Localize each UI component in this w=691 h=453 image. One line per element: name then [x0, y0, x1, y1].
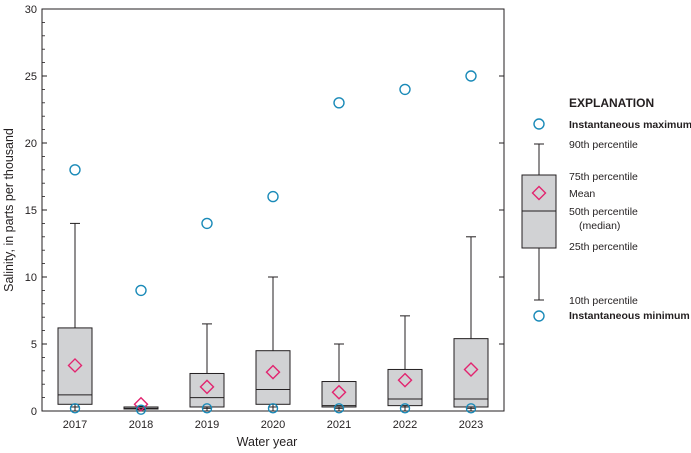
- box-iqr: [189, 372, 225, 408]
- min-marker: [267, 403, 279, 414]
- mean-marker: [133, 396, 149, 412]
- legend-p25-label: 25th percentile: [569, 241, 638, 253]
- legend-p10-label: 10th percentile: [569, 295, 638, 307]
- y-tick-label: 5: [31, 339, 37, 351]
- y-tick-label: 30: [25, 4, 37, 16]
- box-2019: [189, 217, 225, 414]
- max-marker: [465, 70, 477, 82]
- box-2023: [453, 70, 489, 414]
- box-2018: [123, 284, 159, 415]
- x-tick-label: 2021: [327, 419, 351, 431]
- max-marker: [135, 284, 147, 297]
- legend-instantaneous-minimum-label: Instantaneous minimum: [569, 310, 690, 322]
- legend-mean-marker: [531, 185, 547, 201]
- plot-area: 0 5 10 15 20 25 30 2017 2018 2019 2020 2021 2022 2023: [25, 4, 505, 431]
- mean-marker: [397, 372, 413, 388]
- box-2017: [57, 164, 93, 414]
- box-2020: [255, 190, 291, 414]
- legend-p50-label: 50th percentile: [569, 206, 638, 218]
- min-marker: [135, 404, 147, 415]
- max-marker: [267, 190, 279, 203]
- y-tick-label: 20: [25, 138, 37, 150]
- mean-marker: [463, 361, 479, 377]
- min-marker: [465, 403, 477, 414]
- mean-marker: [67, 357, 83, 373]
- legend-mean-label: Mean: [569, 188, 595, 200]
- box-2022: [387, 83, 423, 414]
- min-marker: [201, 403, 213, 414]
- min-marker: [69, 403, 81, 414]
- x-axis-title: Water year: [237, 435, 298, 449]
- x-tick-label: 2022: [393, 419, 417, 431]
- max-marker: [333, 97, 345, 109]
- y-axis-title: Salinity, in parts per thousand: [2, 128, 16, 292]
- box-iqr: [255, 350, 291, 405]
- legend-max-marker: [533, 118, 545, 130]
- y-tick-label: 0: [31, 406, 37, 418]
- x-tick-label: 2018: [129, 419, 153, 431]
- mean-marker: [331, 384, 347, 400]
- legend-title: EXPLANATION: [569, 96, 654, 110]
- min-marker: [333, 403, 345, 414]
- legend-p50-sublabel: (median): [579, 220, 620, 232]
- x-tick-label: 2023: [459, 419, 483, 431]
- mean-marker: [199, 379, 215, 395]
- legend-p75-label: 75th percentile: [569, 171, 638, 183]
- max-marker: [399, 83, 411, 96]
- legend-instantaneous-maximum-label: Instantaneous maximum: [569, 119, 691, 131]
- box-iqr: [453, 338, 489, 408]
- box-2021: [321, 97, 357, 414]
- legend-min-marker: [533, 310, 545, 322]
- legend-p90-label: 90th percentile: [569, 139, 638, 151]
- max-marker: [201, 217, 213, 230]
- y-tick-label: 15: [25, 205, 37, 217]
- mean-marker: [265, 364, 281, 380]
- x-tick-label: 2019: [195, 419, 219, 431]
- min-marker: [399, 403, 411, 414]
- legend: EXPLANATION Instantaneous maximum 90th p…: [521, 96, 691, 322]
- max-marker: [69, 164, 81, 176]
- box-iqr: [57, 327, 93, 405]
- x-tick-label: 2017: [63, 419, 87, 431]
- x-tick-label: 2020: [261, 419, 285, 431]
- y-tick-label: 25: [25, 71, 37, 83]
- y-tick-label: 10: [25, 272, 37, 284]
